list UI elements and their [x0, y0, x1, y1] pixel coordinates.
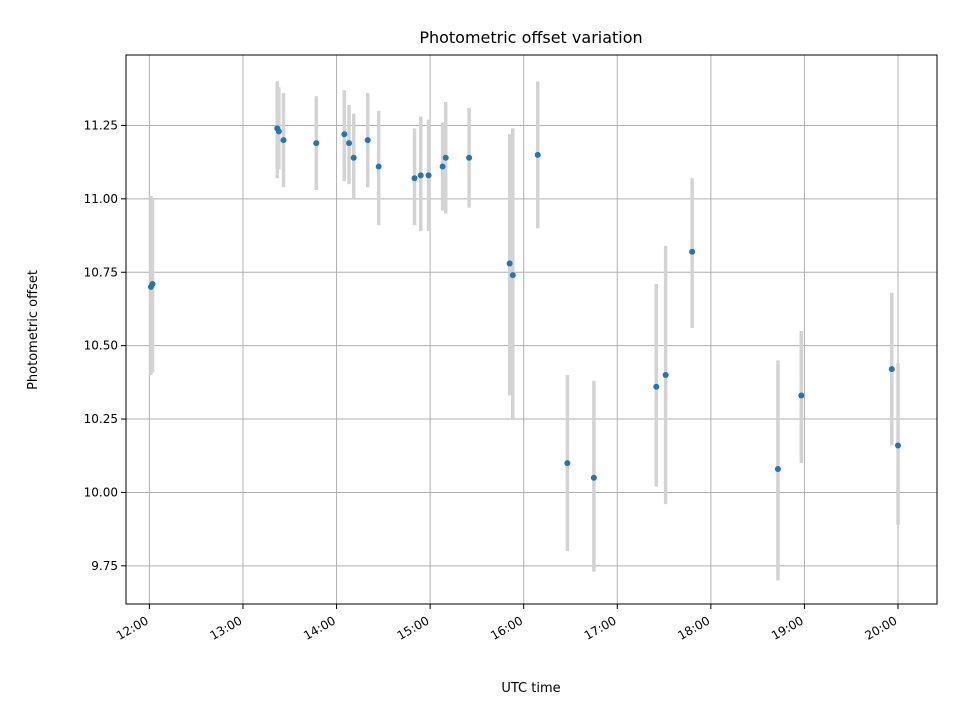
- data-point: [275, 128, 282, 135]
- data-point: [662, 372, 669, 379]
- data-point: [149, 280, 156, 287]
- data-point: [364, 137, 371, 144]
- y-tick-label: 10.25: [84, 412, 118, 426]
- data-point: [439, 163, 446, 170]
- data-points: [147, 125, 902, 481]
- x-tick-label: 15:00: [395, 613, 432, 642]
- data-point: [341, 131, 348, 138]
- data-point: [280, 137, 287, 144]
- data-point: [895, 442, 902, 449]
- data-point: [534, 151, 541, 158]
- data-point: [564, 460, 571, 467]
- data-point: [425, 172, 432, 179]
- data-point: [653, 383, 660, 390]
- y-tick-label: 10.00: [84, 485, 118, 499]
- data-point: [411, 175, 418, 182]
- data-point: [506, 260, 513, 267]
- data-point: [590, 474, 597, 481]
- y-tick-label: 10.50: [84, 339, 118, 353]
- x-tick-label: 18:00: [675, 613, 712, 642]
- y-axis-ticks: 9.75 10.00 10.25 10.50 10.75 11.00 11.25: [84, 118, 126, 573]
- grid-lines: [126, 55, 937, 604]
- x-tick-label: 17:00: [582, 613, 619, 642]
- data-point: [798, 392, 805, 399]
- x-tick-label: 16:00: [488, 613, 525, 642]
- data-point: [350, 154, 357, 161]
- x-axis-label: UTC time: [501, 681, 560, 696]
- data-point: [888, 366, 895, 373]
- y-tick-label: 10.75: [84, 265, 118, 279]
- data-point: [509, 272, 516, 279]
- x-tick-label: 13:00: [208, 613, 245, 642]
- x-tick-label: 14:00: [301, 613, 338, 642]
- x-tick-label: 12:00: [114, 613, 151, 642]
- y-tick-label: 9.75: [91, 559, 118, 573]
- data-point: [313, 140, 320, 147]
- chart-title: Photometric offset variation: [419, 28, 642, 47]
- plot-area-frame: [125, 54, 938, 605]
- data-point: [774, 465, 781, 472]
- data-point: [417, 172, 424, 179]
- data-point: [442, 154, 449, 161]
- data-point: [689, 248, 696, 255]
- data-point: [375, 163, 382, 170]
- x-tick-label: 20:00: [863, 613, 900, 642]
- y-axis-label: Photometric offset: [26, 270, 41, 390]
- data-point: [466, 154, 473, 161]
- data-point: [346, 140, 353, 147]
- y-tick-label: 11.00: [84, 192, 118, 206]
- x-tick-label: 19:00: [769, 613, 806, 642]
- x-axis-ticks: 12:00 13:00 14:00 15:00 16:00 17:00 18:00 19:00…: [114, 604, 900, 643]
- error-bars: [149, 81, 900, 581]
- y-tick-label: 11.25: [84, 118, 118, 132]
